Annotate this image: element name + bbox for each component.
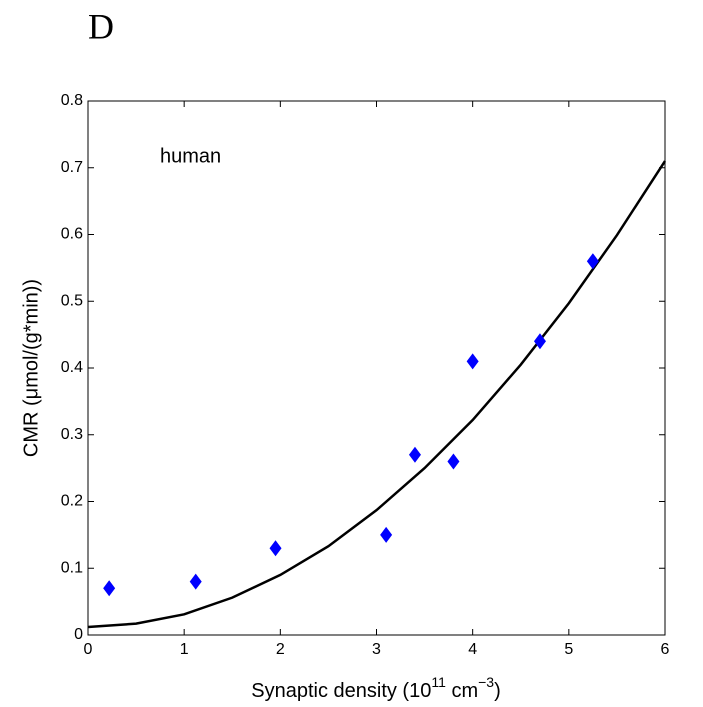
data-point (533, 333, 546, 350)
y-tick-label: 0.2 (61, 493, 83, 510)
y-axis-label: CMR (μmol/(g*min)) (20, 279, 42, 457)
y-tick-label: 0.4 (61, 359, 83, 376)
y-tick-label: 0 (74, 626, 83, 643)
x-axis-label: Synaptic density (1011 cm−3) (251, 674, 501, 703)
y-tick-label: 0.8 (61, 92, 83, 109)
label-part: Synaptic density (10 (251, 680, 431, 702)
x-tick-label: 0 (84, 641, 93, 658)
y-tick-label: 0.6 (61, 226, 83, 243)
panel-label: D (88, 6, 114, 46)
data-point (586, 253, 599, 270)
label-part: ) (494, 680, 501, 702)
data-point (189, 573, 202, 590)
data-point (408, 446, 421, 463)
y-tick-label: 0.5 (61, 292, 83, 309)
superscript: −3 (478, 674, 494, 690)
y-tick-label: 0.7 (61, 159, 83, 176)
data-point (103, 580, 116, 597)
data-point (380, 526, 393, 543)
y-tick-label: 0.3 (61, 426, 83, 443)
annotation: human (160, 145, 221, 167)
plot-frame (87, 100, 666, 636)
label-part: cm (446, 680, 478, 702)
x-tick-label: 5 (564, 641, 573, 658)
x-tick-label: 4 (468, 641, 477, 658)
x-tick-label: 3 (372, 641, 381, 658)
x-tick-label: 1 (180, 641, 189, 658)
superscript: 11 (431, 674, 446, 690)
y-tick-label: 0.1 (61, 559, 83, 576)
data-point (269, 540, 282, 557)
x-tick-label: 2 (276, 641, 285, 658)
x-tick-label: 6 (661, 641, 670, 658)
data-point (447, 453, 460, 470)
fit-curve (87, 160, 667, 629)
data-point (466, 353, 479, 370)
